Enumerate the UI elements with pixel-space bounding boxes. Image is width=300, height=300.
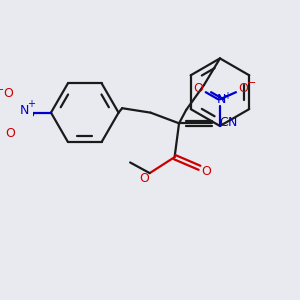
Text: O: O xyxy=(140,172,149,185)
Text: −: − xyxy=(247,78,257,88)
Text: O: O xyxy=(194,82,204,95)
Text: −: − xyxy=(0,85,4,94)
Text: O: O xyxy=(3,87,13,100)
Text: +: + xyxy=(223,91,231,101)
Text: O: O xyxy=(202,165,212,178)
Text: C: C xyxy=(219,116,228,129)
Text: O: O xyxy=(5,128,15,140)
Text: N: N xyxy=(217,93,226,106)
Text: N: N xyxy=(228,116,237,129)
Text: +: + xyxy=(27,99,35,109)
Text: O: O xyxy=(238,82,248,95)
Text: N: N xyxy=(20,104,29,117)
